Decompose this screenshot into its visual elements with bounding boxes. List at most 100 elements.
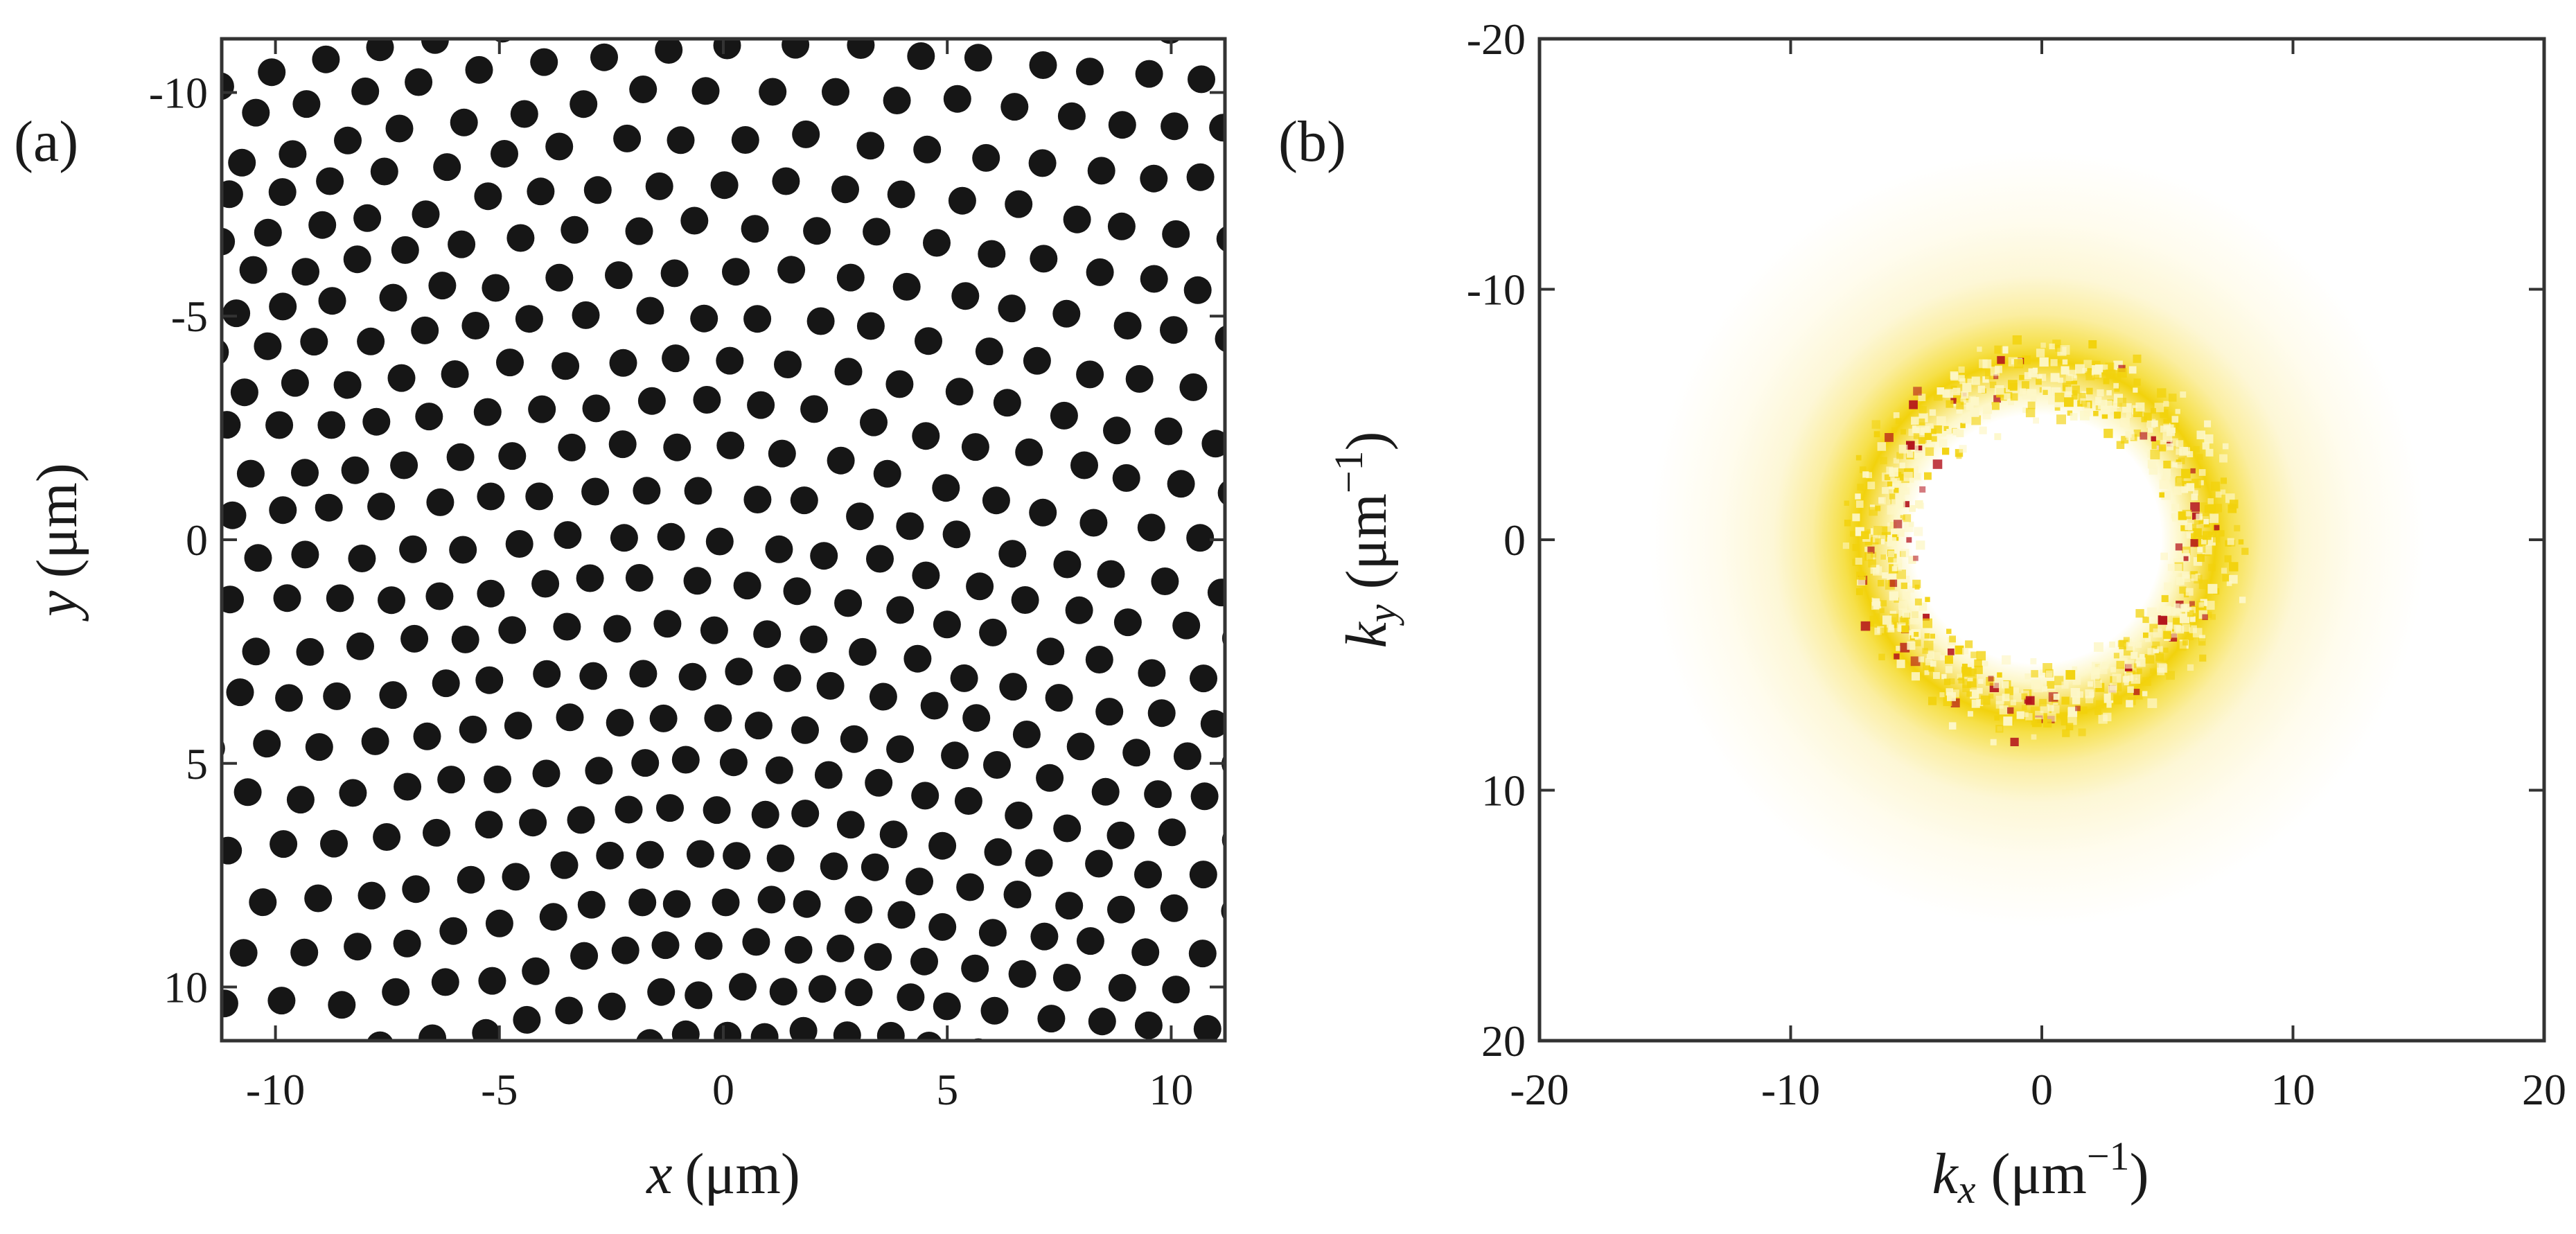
ring-speckle — [2136, 668, 2142, 674]
ring-speckle — [1997, 672, 2002, 678]
particle-point — [886, 735, 915, 764]
particle-point — [554, 521, 582, 549]
particle-point — [686, 840, 714, 868]
particle-point — [637, 387, 666, 415]
ring-speckle — [2180, 391, 2187, 398]
ring-speckle — [1990, 739, 1997, 746]
particle-point — [1200, 709, 1225, 738]
ring-speckle — [2025, 713, 2033, 721]
ring-speckle — [2166, 622, 2173, 628]
particle-point — [482, 274, 510, 302]
particle-point — [636, 1029, 664, 1041]
particle-point — [279, 140, 307, 168]
particle-point — [531, 570, 560, 598]
ring-speckle — [2113, 653, 2119, 659]
particle-point — [316, 167, 344, 195]
ring-speckle — [2182, 447, 2190, 455]
particle-point — [236, 459, 265, 488]
ring-speckle — [2189, 616, 2196, 622]
particle-point — [1138, 659, 1166, 687]
ring-speckle — [1916, 425, 1925, 435]
ring-speckle — [1862, 471, 1869, 478]
particle-point — [657, 522, 685, 551]
ring-speckle — [1869, 622, 1875, 627]
ring-speckle — [1906, 441, 1915, 450]
particle-point — [230, 378, 258, 407]
particle-point — [792, 120, 820, 148]
ring-speckle — [2089, 691, 2094, 697]
particle-point — [915, 327, 942, 355]
ring-speckle — [2064, 397, 2074, 407]
ring-speckle — [2094, 400, 2101, 407]
particle-point — [318, 287, 346, 315]
particle-point — [496, 349, 524, 377]
ring-speckle — [2020, 388, 2026, 395]
ring-speckle — [1933, 672, 1940, 679]
ring-speckle — [1970, 651, 1977, 658]
particle-point — [379, 283, 407, 312]
ring-speckle — [1967, 711, 1973, 717]
particle-point — [472, 1019, 500, 1041]
particle-point — [1160, 316, 1188, 344]
ring-speckle — [1934, 425, 1942, 434]
ring-speckle — [2190, 468, 2196, 474]
particle-point — [446, 443, 475, 471]
particle-point — [1189, 861, 1217, 889]
ring-speckle — [2185, 511, 2191, 517]
particle-point — [733, 572, 761, 600]
ring-speckle — [1961, 391, 1968, 399]
particle-point — [678, 662, 707, 691]
ring-speckle — [1925, 423, 1934, 432]
ring-speckle — [1903, 472, 1913, 482]
particle-point — [1215, 325, 1225, 353]
particle-point — [865, 768, 893, 797]
ring-speckle — [1900, 549, 1909, 558]
particle-point — [793, 890, 821, 918]
ring-speckle — [2067, 706, 2077, 716]
ring-speckle — [2085, 695, 2094, 703]
ring-speckle — [2048, 394, 2054, 399]
particle-point — [577, 890, 606, 919]
ring-speckle — [2103, 712, 2112, 721]
ring-speckle — [1864, 552, 1873, 561]
particle-point — [860, 408, 888, 437]
ring-speckle — [1909, 400, 1918, 409]
particle-point — [806, 307, 835, 335]
particle-point — [975, 337, 1003, 366]
particle-point — [570, 90, 598, 118]
particle-point — [1063, 205, 1091, 233]
ring-speckle — [2078, 728, 2086, 737]
ring-speckle — [2031, 717, 2042, 728]
ring-speckle — [2048, 397, 2056, 405]
ring-speckle — [2061, 696, 2070, 705]
ring-speckle — [2189, 607, 2196, 613]
ring-speckle — [1983, 405, 1992, 414]
particle-point — [590, 43, 618, 71]
particle-point — [943, 85, 971, 113]
ring-speckle — [1900, 484, 1907, 491]
ring-speckle — [1902, 487, 1910, 495]
particle-point — [254, 218, 282, 247]
ring-speckle — [2209, 614, 2216, 620]
particle-point — [1057, 102, 1086, 130]
particle-point — [729, 973, 757, 1001]
ring-speckle — [1977, 385, 1986, 393]
ring-speckle — [2021, 705, 2027, 711]
ring-speckle — [1888, 624, 1894, 631]
y-tick-label: -5 — [171, 292, 208, 341]
ring-speckle — [1937, 387, 1945, 395]
particle-point — [667, 126, 695, 155]
ring-speckle — [2083, 409, 2091, 417]
particle-point — [222, 180, 243, 209]
ring-speckle — [1940, 655, 1946, 661]
particle-point — [387, 364, 416, 392]
particle-scatter — [222, 39, 1225, 1041]
particle-point — [810, 542, 838, 570]
ring-speckle — [2045, 670, 2053, 678]
ring-speckle — [2033, 682, 2043, 693]
x-tick-label: 10 — [2271, 1065, 2315, 1114]
particle-point — [979, 618, 1007, 646]
particle-point — [691, 77, 720, 105]
particle-point — [473, 398, 502, 426]
particle-point — [765, 535, 793, 563]
